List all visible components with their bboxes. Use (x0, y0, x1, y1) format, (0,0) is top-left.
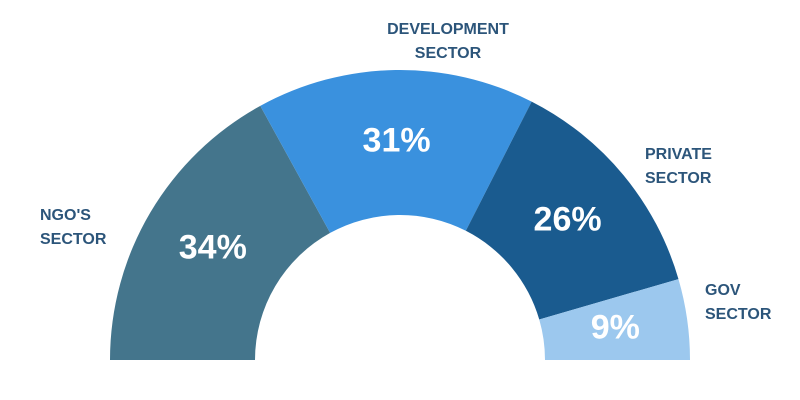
value-label: 31% (363, 122, 431, 160)
value-label: 9% (591, 308, 640, 346)
category-label: DEVELOPMENT SECTOR (387, 21, 509, 62)
category-label: PRIVATE SECTOR (645, 146, 712, 187)
value-label: 34% (179, 228, 247, 266)
segment (465, 101, 679, 320)
segment (539, 279, 690, 360)
category-label: NGO'S SECTOR (40, 207, 107, 248)
category-label: GOV SECTOR (705, 282, 772, 323)
value-label: 26% (534, 200, 602, 238)
segment (110, 105, 331, 360)
segment (260, 70, 532, 233)
